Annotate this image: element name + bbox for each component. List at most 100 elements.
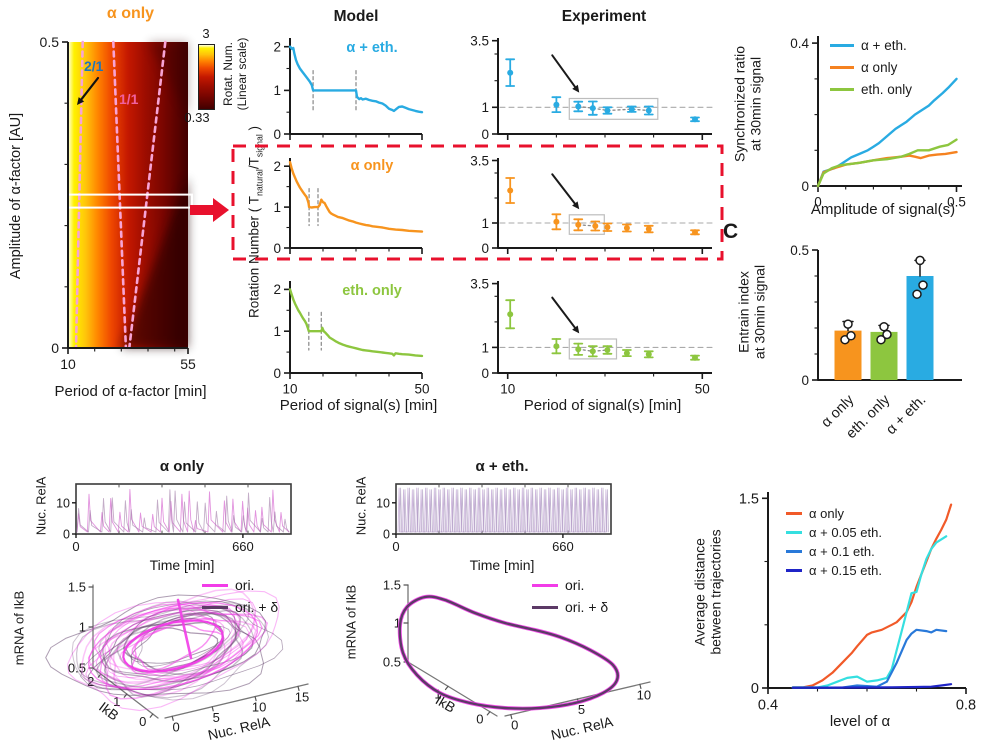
legend-swatch-alpha-eth	[830, 43, 854, 48]
colorbar	[198, 44, 215, 110]
svg-text:0: 0	[751, 681, 759, 697]
legend-label-dist-01: α + 0.1 eth.	[809, 544, 875, 559]
svg-text:0: 0	[476, 712, 483, 727]
svg-text:50: 50	[695, 382, 710, 397]
phase-alpha-legend-ori: ori.	[202, 577, 254, 593]
ts-alpha-title: α only	[159, 458, 205, 475]
experiment-xlabel: Period of signal(s) [min]	[523, 397, 682, 414]
svg-text:0: 0	[273, 127, 281, 142]
legend-label-eth: eth. only	[861, 82, 913, 97]
ts-both-title: α + eth.	[475, 458, 529, 475]
legend-swatch-dist-alpha	[786, 512, 802, 515]
sync-ylabel: Synchronized ratio at 30min signal	[731, 46, 763, 162]
svg-text:0: 0	[273, 366, 281, 381]
svg-text:0.5: 0.5	[40, 34, 60, 50]
svg-text:2: 2	[273, 159, 281, 174]
svg-text:1: 1	[113, 694, 120, 709]
model-ylabel-pre: Rotation Number ( T	[246, 195, 262, 319]
svg-text:0: 0	[801, 179, 809, 194]
tongue-2-1-label: 2/1	[84, 58, 104, 74]
svg-text:0: 0	[801, 373, 809, 388]
svg-text:5: 5	[578, 702, 585, 717]
svg-text:0: 0	[481, 241, 489, 256]
svg-text:10: 10	[56, 496, 70, 510]
legend-swatch-alpha	[830, 65, 854, 70]
svg-text:10: 10	[637, 687, 651, 702]
legend-label-ori-delta: ori. + δ	[235, 599, 279, 615]
model-plot-eth: 0 1 2 10 50	[273, 281, 430, 397]
svg-text:660: 660	[232, 539, 254, 554]
entrain-ylabel-line1: Entrain index	[735, 271, 752, 353]
svg-text:0.8: 0.8	[956, 698, 976, 714]
svg-text:1: 1	[394, 616, 401, 631]
tongue-1-1-label: 1/1	[119, 91, 139, 107]
colorbar-max: 3	[202, 26, 210, 41]
legend-label-alpha: α only	[861, 60, 898, 75]
sync-legend-alpha: α only	[830, 60, 897, 75]
entrain-plot: 00.5	[790, 243, 962, 388]
legend-swatch-ori-delta	[202, 605, 228, 609]
colorbar-label: Rotat. Num. (Linear scale)	[221, 38, 250, 111]
legend-swatch-ori-2	[532, 583, 558, 587]
svg-text:10: 10	[282, 382, 297, 397]
svg-text:1.5: 1.5	[739, 492, 759, 508]
model-label-alpha-eth: α + eth.	[346, 40, 398, 56]
svg-text:1: 1	[79, 620, 86, 635]
svg-text:10: 10	[252, 700, 266, 715]
legend-label-ori-2: ori.	[565, 577, 585, 593]
experiment-title: Experiment	[561, 8, 647, 25]
svg-text:0.4: 0.4	[758, 698, 778, 714]
svg-text:0.4: 0.4	[790, 36, 809, 51]
svg-text:0.5: 0.5	[790, 243, 809, 258]
heatmap-title: α only	[106, 5, 155, 22]
colorbar-min: 0.33	[184, 110, 210, 125]
svg-text:1: 1	[481, 216, 489, 231]
svg-text:1: 1	[481, 100, 489, 115]
phase-both-legend-ori: ori.	[532, 577, 584, 593]
svg-text:0: 0	[481, 127, 489, 142]
svg-text:0: 0	[51, 340, 59, 356]
model-ylabel-mid: /T	[246, 157, 262, 170]
svg-text:1.5: 1.5	[68, 580, 86, 595]
model-plot-alpha-eth: 0 1 2	[273, 38, 424, 142]
distance-legend-alpha: α only	[786, 506, 844, 521]
distance-ylabel-line1: Average distance	[691, 538, 708, 646]
svg-text:3.5: 3.5	[470, 34, 489, 49]
svg-text:0: 0	[139, 714, 146, 729]
legend-swatch-dist-005	[786, 531, 802, 534]
sync-legend-alpha-eth: α + eth.	[830, 38, 907, 53]
legend-label-alpha-eth: α + eth.	[861, 38, 907, 53]
legend-swatch-ori	[202, 583, 228, 587]
svg-text:660: 660	[552, 539, 574, 554]
svg-text:2: 2	[273, 282, 281, 297]
svg-text:1: 1	[481, 340, 489, 355]
svg-text:Nuc. RelA: Nuc. RelA	[549, 713, 615, 743]
distance-legend-015: α + 0.15 eth.	[786, 563, 882, 578]
sync-plot: 0 0.4 0 0.5	[790, 36, 966, 210]
svg-text:3.5: 3.5	[470, 276, 489, 291]
svg-text:55: 55	[180, 356, 196, 372]
sync-ylabel-line2: at 30min signal	[747, 56, 763, 152]
entrain-ylabel: Entrain index at 30min signal	[735, 264, 767, 360]
svg-text:0: 0	[383, 528, 390, 542]
svg-text:3.5: 3.5	[470, 153, 489, 168]
entrain-ylabel-line2: at 30min signal	[751, 264, 767, 360]
svg-text:5: 5	[213, 710, 220, 725]
distance-legend-005: α + 0.05 eth.	[786, 525, 882, 540]
distance-xlabel: level of α	[829, 713, 891, 730]
svg-text:0.5: 0.5	[68, 661, 86, 676]
model-title: Model	[333, 8, 379, 25]
ts-both-ylabel: Nuc. RelA	[353, 476, 369, 536]
distance-legend-01: α + 0.1 eth.	[786, 544, 875, 559]
heatmap-xlabel: Period of α-factor [min]	[54, 383, 207, 400]
svg-text:0: 0	[63, 528, 70, 542]
svg-text:0: 0	[173, 719, 180, 734]
legend-swatch-ori-delta-2	[532, 605, 558, 609]
svg-text:10: 10	[376, 496, 390, 510]
svg-text:2: 2	[87, 674, 94, 689]
svg-text:10: 10	[60, 356, 76, 372]
svg-text:15: 15	[295, 689, 309, 704]
svg-text:1.5: 1.5	[383, 578, 401, 593]
experiment-plot-alpha-eth: 013.5	[470, 34, 713, 142]
